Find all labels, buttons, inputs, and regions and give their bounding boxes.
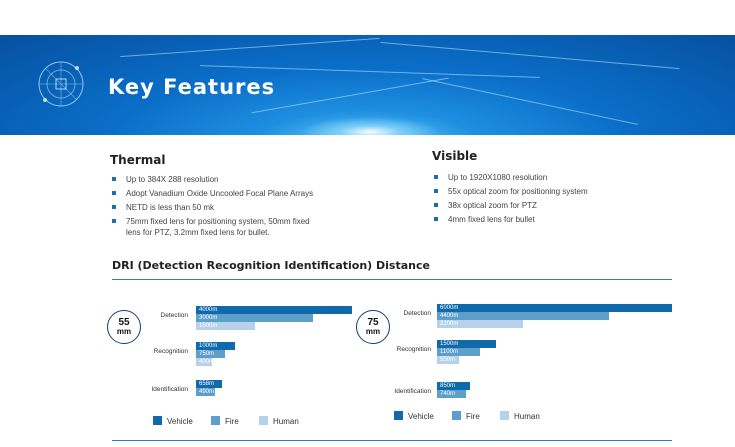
list-item: 55x optical zoom for positioning system: [434, 186, 654, 197]
bar-fire: 490m: [196, 388, 215, 396]
light-streak: [380, 41, 680, 70]
legend-swatch: [259, 416, 268, 425]
banner-glow: [300, 117, 440, 135]
category-label: Identification: [394, 388, 432, 395]
category-label: Recognition: [396, 346, 431, 353]
thermal-feature-list: Up to 384X 288 resolution Adopt Vanadium…: [112, 174, 322, 241]
bar-value-label: 1500m: [199, 323, 218, 329]
bar-fire: 3000m: [196, 314, 313, 322]
bar-value-label: 4400m: [440, 313, 459, 319]
bar-human: 400m: [196, 358, 215, 366]
bar-fire: 1100m: [437, 348, 480, 356]
bar-value-label: 750m: [199, 351, 215, 357]
header-banner: Key Features: [0, 35, 735, 135]
legend-fire: Fire: [211, 416, 239, 426]
bar-fire: 4400m: [437, 312, 609, 320]
square-bullet-icon: [112, 191, 116, 195]
bar-human: 1500m: [196, 322, 255, 330]
category-label: Detection: [403, 310, 431, 317]
bar-vehicle: 850m: [437, 382, 470, 390]
legend-swatch: [500, 411, 509, 420]
list-item: 75mm fixed lens for positioning system, …: [112, 216, 322, 238]
square-bullet-icon: [434, 203, 438, 207]
category-label: Identification: [151, 386, 189, 393]
bar-fire: 740m: [437, 390, 466, 398]
light-streak: [251, 77, 449, 114]
lens-focal-badge: 55 mm: [107, 310, 141, 344]
bar-value-label: 490m: [199, 389, 215, 395]
bar-vehicle: 4000m: [196, 306, 352, 314]
list-item: Adopt Vanadium Oxide Uncooled Focal Plan…: [112, 188, 322, 199]
bar-value-label: 740m: [440, 391, 456, 397]
square-bullet-icon: [112, 205, 116, 209]
visible-heading: Visible: [432, 149, 478, 163]
bar-value-label: 3000m: [199, 315, 218, 321]
bar-value-label: 1100m: [440, 349, 458, 355]
list-item: Up to 1920X1080 resolution: [434, 172, 654, 183]
bar-value-label: 850m: [440, 383, 456, 389]
bar-value-label: 658m: [199, 381, 215, 387]
light-streak: [120, 37, 380, 58]
bar-vehicle: 1500m: [437, 340, 496, 348]
legend-human: Human: [500, 411, 540, 421]
legend-vehicle: Vehicle: [153, 416, 193, 426]
legend-swatch: [211, 416, 220, 425]
list-item: 38x optical zoom for PTZ: [434, 200, 654, 211]
legend-human: Human: [259, 416, 299, 426]
square-bullet-icon: [434, 217, 438, 221]
bar-value-label: 4000m: [199, 307, 218, 313]
lens-focal-badge: 75 mm: [356, 310, 390, 344]
square-bullet-icon: [434, 189, 438, 193]
list-item: Up to 384X 288 resolution: [112, 174, 322, 185]
thermal-heading: Thermal: [110, 153, 166, 167]
bar-vehicle: 1000m: [196, 342, 235, 350]
bar-human: 550m: [437, 356, 459, 364]
light-streak: [422, 78, 638, 125]
visible-feature-list: Up to 1920X1080 resolution 55x optical z…: [434, 172, 654, 228]
square-bullet-icon: [112, 219, 116, 223]
page-title: Key Features: [108, 75, 276, 99]
legend-vehicle: Vehicle: [394, 411, 434, 421]
list-item: 4mm fixed lens for bullet: [434, 214, 654, 225]
legend-swatch: [452, 411, 461, 420]
dri-heading: DRI (Detection Recognition Identificatio…: [112, 259, 430, 272]
bar-vehicle: 6000m: [437, 304, 672, 312]
bar-value-label: 550m: [440, 357, 456, 363]
square-bullet-icon: [434, 175, 438, 179]
bar-value-label: 1000m: [199, 343, 218, 349]
legend-swatch: [394, 411, 403, 420]
bar-value-label: 1500m: [440, 341, 459, 347]
divider: [112, 279, 672, 280]
legend-fire: Fire: [452, 411, 480, 421]
bar-value-label: 2200m: [440, 321, 459, 327]
divider: [112, 440, 672, 441]
bar-fire: 750m: [196, 350, 225, 358]
list-item: NETD is less than 50 mk: [112, 202, 322, 213]
category-label: Recognition: [153, 348, 188, 355]
circuit-globe-icon: [38, 61, 84, 107]
bar-value-label: 6000m: [440, 305, 459, 311]
bar-vehicle: 658m: [196, 380, 222, 388]
category-label: Detection: [160, 312, 188, 319]
bar-human: 2200m: [437, 320, 523, 328]
bar-value-label: 400m: [199, 359, 215, 365]
square-bullet-icon: [112, 177, 116, 181]
legend-swatch: [153, 416, 162, 425]
